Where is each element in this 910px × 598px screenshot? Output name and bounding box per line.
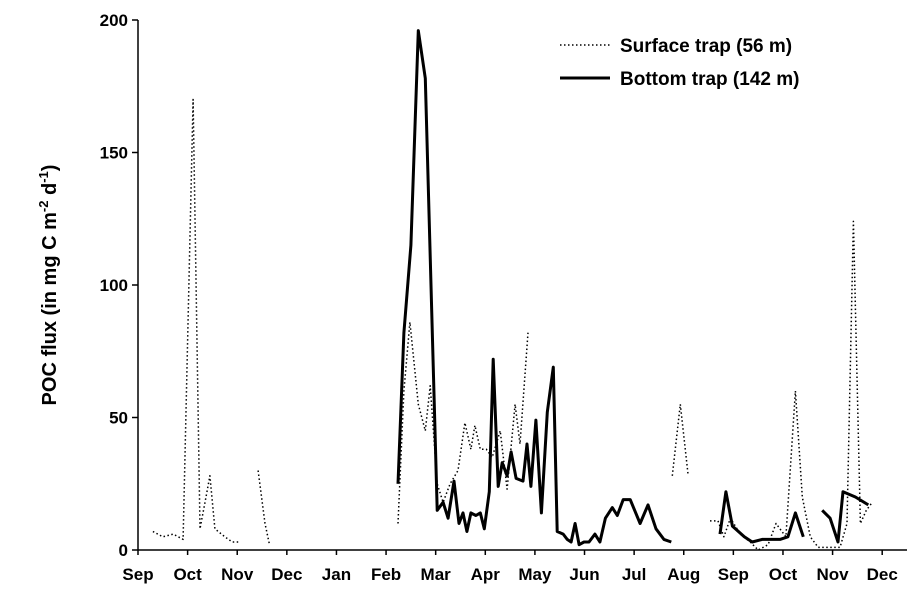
x-tick-label: Oct <box>769 565 798 584</box>
y-label-superscript: -2 <box>36 201 51 213</box>
y-tick-label: 50 <box>109 409 128 428</box>
x-tick-label: Jan <box>322 565 351 584</box>
y-label-part: d <box>39 183 61 201</box>
y-label-part: POC flux (in mg C m <box>39 212 61 405</box>
x-tick-label: Feb <box>371 565 401 584</box>
y-tick-label: 200 <box>100 11 128 30</box>
y-axis-label: POC flux (in mg C m-2 d-1) <box>36 165 61 406</box>
y-label-part: ) <box>39 165 61 172</box>
x-tick-label: Jun <box>569 565 599 584</box>
x-tick-label: Aug <box>667 565 700 584</box>
x-tick-label: Nov <box>221 565 254 584</box>
x-tick-label: Dec <box>271 565 302 584</box>
x-tick-label: Dec <box>867 565 898 584</box>
y-tick-label: 0 <box>119 541 128 560</box>
series-line <box>396 29 870 547</box>
x-tick-label: Sep <box>122 565 153 584</box>
legend-label: Bottom trap (142 m) <box>620 69 799 90</box>
y-tick-label: 100 <box>100 276 128 295</box>
x-tick-label: Oct <box>173 565 202 584</box>
x-tick-label: Jul <box>622 565 647 584</box>
x-tick-label: Sep <box>718 565 749 584</box>
legend-label: Surface trap (56 m) <box>620 36 792 57</box>
x-tick-label: May <box>518 565 552 584</box>
y-label-superscript: -1 <box>36 171 51 183</box>
series-line <box>152 98 873 551</box>
y-tick-label: 150 <box>100 144 128 163</box>
x-tick-label: Mar <box>421 565 452 584</box>
x-tick-label: Apr <box>471 565 501 584</box>
x-tick-label: Nov <box>817 565 850 584</box>
